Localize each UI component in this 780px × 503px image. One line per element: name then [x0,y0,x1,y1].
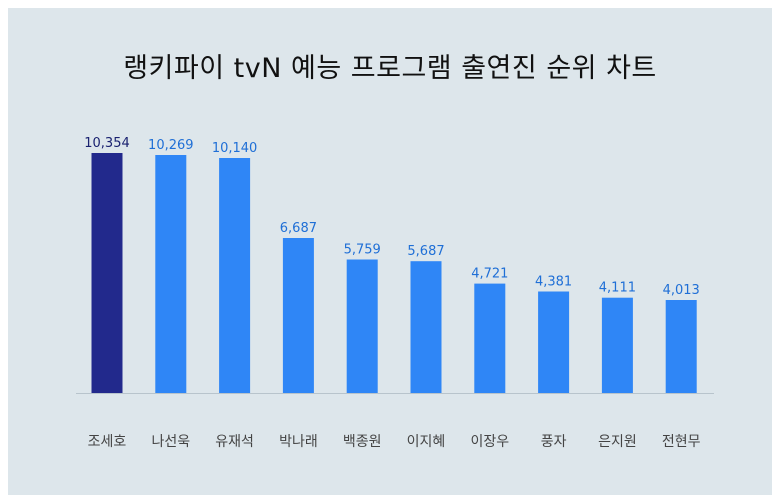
value-label-10: 4,013 [663,283,700,298]
category-labels-group: 조세호 나선욱 유재석 박나래 백종원 이지혜 이장우 풍자 은지원 전현무 [88,434,701,450]
bar-4 [282,238,314,393]
category-label-2: 나선욱 [151,434,190,450]
bar-7 [474,283,506,393]
category-label-7: 이장우 [470,434,509,450]
bar-2 [155,155,187,393]
bar-10 [665,300,697,393]
bar-6 [410,261,442,393]
chart-card [8,8,772,495]
value-label-2: 10,269 [148,138,194,153]
value-label-3: 10,140 [212,141,258,156]
value-label-9: 4,111 [599,281,636,296]
category-label-5: 백종원 [343,434,382,450]
bars-group [91,153,697,393]
category-label-8: 풍자 [541,434,567,450]
value-label-7: 4,721 [471,267,508,282]
bar-3 [219,158,251,393]
category-label-1: 조세호 [88,434,127,450]
value-label-5: 5,759 [344,243,381,258]
value-label-8: 4,381 [535,275,572,290]
value-label-4: 6,687 [280,221,317,236]
category-label-6: 이지혜 [407,434,446,450]
bar-9 [601,297,633,393]
value-label-6: 5,687 [407,244,444,259]
category-label-3: 유재석 [215,434,254,450]
category-label-9: 은지원 [598,434,637,450]
category-label-10: 전현무 [662,434,701,450]
bar-8 [538,291,570,393]
bar-1 [91,153,123,393]
value-labels-group: 10,354 10,269 10,140 6,687 5,759 5,687 4,721 4,… [84,136,700,298]
category-label-4: 박나래 [279,434,318,450]
bar-5 [346,259,378,393]
chart-title: 랭키파이 tvN 예능 프로그램 출연진 순위 차트 [123,53,657,84]
value-label-1: 10,354 [84,136,130,151]
